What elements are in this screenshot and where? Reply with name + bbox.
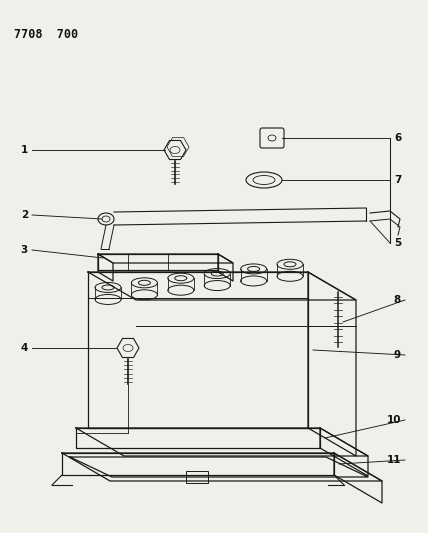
Text: 10: 10	[386, 415, 401, 425]
Text: 7708  700: 7708 700	[14, 28, 78, 41]
Ellipse shape	[95, 282, 121, 293]
Ellipse shape	[248, 266, 260, 271]
Ellipse shape	[204, 269, 230, 279]
Text: 4: 4	[21, 343, 28, 353]
Ellipse shape	[175, 276, 187, 281]
Bar	[186, 471, 208, 483]
Text: 6: 6	[394, 133, 401, 143]
Ellipse shape	[102, 285, 114, 290]
Ellipse shape	[277, 259, 303, 269]
Ellipse shape	[284, 262, 296, 267]
Ellipse shape	[95, 294, 121, 304]
Text: 8: 8	[394, 295, 401, 305]
Ellipse shape	[241, 264, 267, 274]
Text: 2: 2	[21, 210, 28, 220]
Ellipse shape	[204, 280, 230, 290]
Text: 5: 5	[394, 238, 401, 248]
Text: 7: 7	[394, 175, 401, 185]
Ellipse shape	[138, 280, 150, 285]
Ellipse shape	[168, 285, 194, 295]
Ellipse shape	[168, 273, 194, 283]
Ellipse shape	[277, 271, 303, 281]
Text: 11: 11	[386, 455, 401, 465]
Ellipse shape	[131, 290, 158, 300]
Text: 3: 3	[21, 245, 28, 255]
Text: 9: 9	[394, 350, 401, 360]
Ellipse shape	[131, 278, 158, 288]
Text: 1: 1	[21, 145, 28, 155]
Ellipse shape	[211, 271, 223, 276]
Ellipse shape	[241, 276, 267, 286]
